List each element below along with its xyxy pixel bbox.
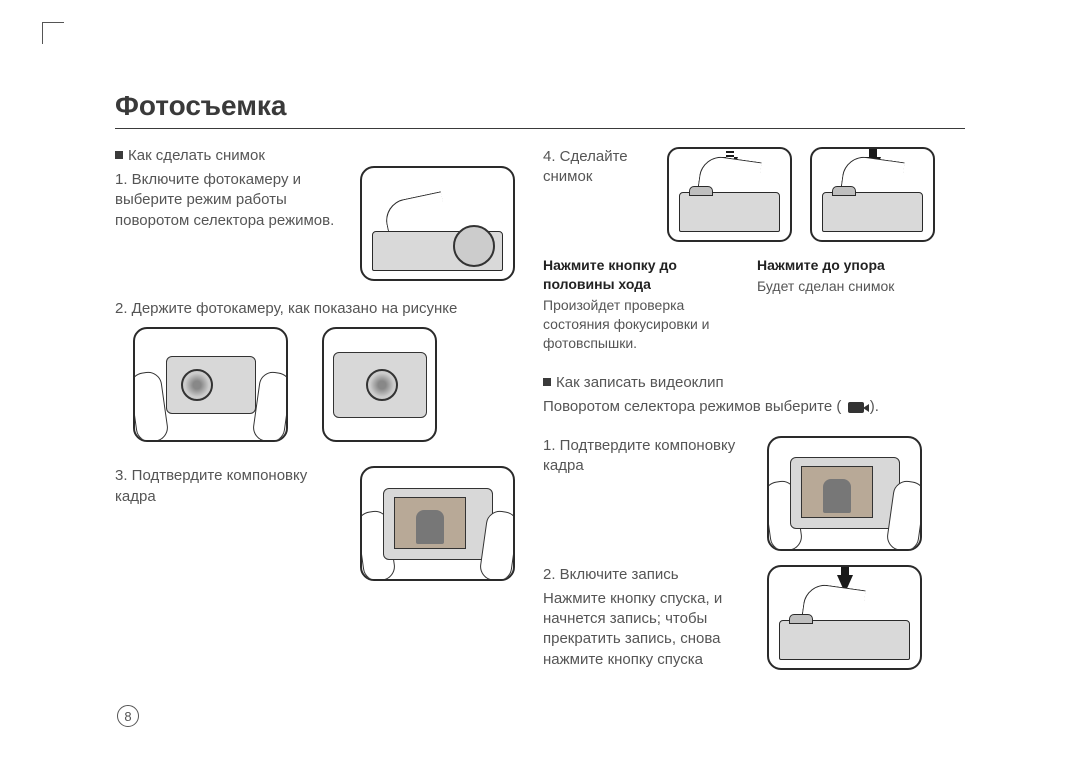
video-intro-post: ). — [870, 398, 879, 415]
section-heading-photo-text: Как сделать снимок — [128, 147, 265, 164]
subject-silhouette-icon — [823, 479, 851, 513]
illus-hold-vertical — [322, 327, 437, 442]
bullet-square-icon — [543, 378, 551, 386]
illus-video-compose — [767, 436, 922, 551]
step-4-row: 4. Сделайте снимок — [543, 147, 963, 242]
step-4-text: 4. Сделайте снимок — [543, 147, 653, 188]
section-heading-video: Как записать видеоклип — [543, 374, 963, 391]
shutter-button-icon — [789, 614, 813, 624]
video-intro-pre: Поворотом селектора режимов выберите ( — [543, 398, 841, 415]
camera-top-icon — [679, 192, 780, 232]
step-3-row: 3. Подтвердите компоновку кадра — [115, 466, 515, 581]
camera-top-icon — [822, 192, 923, 232]
camera-front-icon — [166, 356, 256, 414]
illus-mode-dial — [360, 166, 515, 281]
illus-full-press — [810, 147, 935, 242]
video-intro: Поворотом селектора режимов выберите ( )… — [543, 397, 963, 417]
hand-right-icon — [251, 370, 288, 442]
camera-top-icon — [779, 620, 910, 660]
right-column: 4. Сделайте снимок — [543, 147, 963, 688]
lens-icon — [366, 369, 398, 401]
full-press-title: Нажмите до упора — [757, 256, 917, 275]
step-1-text: 1. Включите фотокамеру и выберите режим … — [115, 170, 346, 231]
half-press-body: Произойдет проверка состояния фокусировк… — [543, 297, 710, 351]
camera-vertical-icon — [333, 352, 427, 418]
bullet-square-icon — [115, 151, 123, 159]
press-captions: Нажмите кнопку до половины хода Произойд… — [543, 256, 963, 352]
video-mode-icon — [848, 402, 864, 413]
page-number: 8 — [117, 705, 139, 727]
step-1-row: 1. Включите фотокамеру и выберите режим … — [115, 170, 515, 281]
section-heading-video-text: Как записать видеоклип — [556, 374, 724, 391]
video-step-2-head: 2. Включите запись — [543, 565, 753, 585]
shutter-button-icon — [832, 186, 856, 196]
lcd-screen-icon — [801, 466, 873, 518]
step-2-illustrations — [133, 327, 515, 442]
page-content: Фотосъемка Как сделать снимок 1. Включит… — [115, 90, 965, 688]
illus-video-record — [767, 565, 922, 670]
illus-half-press — [667, 147, 792, 242]
video-step-2-body: Нажмите кнопку спуска, и начнется запись… — [543, 589, 753, 670]
illus-hold-front — [133, 327, 288, 442]
video-step-1-text: 1. Подтвердите компоновку кадра — [543, 436, 753, 477]
video-step-2-row: 2. Включите запись Нажмите кнопку спуска… — [543, 565, 963, 674]
half-press-title: Нажмите кнопку до половины хода — [543, 256, 743, 294]
page-title: Фотосъемка — [115, 90, 965, 129]
shutter-button-icon — [689, 186, 713, 196]
step-2-text: 2. Держите фотокамеру, как показано на р… — [115, 299, 515, 319]
illus-compose — [360, 466, 515, 581]
subject-silhouette-icon — [416, 510, 444, 544]
camera-lcd-icon — [790, 457, 900, 529]
step-3-text: 3. Подтвердите компоновку кадра — [115, 466, 346, 507]
full-press-body: Будет сделан снимок — [757, 278, 894, 294]
camera-lcd-icon — [383, 488, 493, 560]
mode-dial-icon — [453, 225, 495, 267]
hand-left-icon — [133, 370, 170, 442]
section-heading-photo: Как сделать снимок — [115, 147, 515, 164]
lcd-screen-icon — [394, 497, 466, 549]
left-column: Как сделать снимок 1. Включите фотокамер… — [115, 147, 515, 688]
lens-icon — [181, 369, 213, 401]
two-column-layout: Как сделать снимок 1. Включите фотокамер… — [115, 147, 965, 688]
video-step-1-row: 1. Подтвердите компоновку кадра — [543, 436, 963, 551]
crop-mark-top-left — [42, 22, 64, 44]
